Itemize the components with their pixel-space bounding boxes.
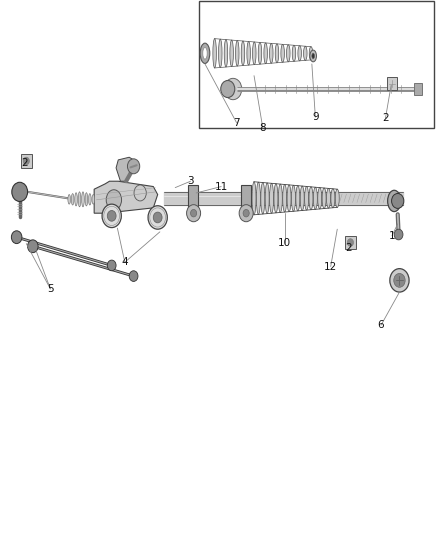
Ellipse shape xyxy=(75,193,78,206)
Ellipse shape xyxy=(388,190,401,212)
Ellipse shape xyxy=(264,43,267,63)
Circle shape xyxy=(11,231,22,244)
Ellipse shape xyxy=(326,188,330,208)
Text: 1: 1 xyxy=(389,231,396,240)
Ellipse shape xyxy=(265,183,269,214)
Text: 8: 8 xyxy=(259,123,266,133)
Ellipse shape xyxy=(81,192,84,207)
Text: 9: 9 xyxy=(312,112,319,122)
Ellipse shape xyxy=(304,46,307,60)
Ellipse shape xyxy=(336,189,339,207)
Text: 2: 2 xyxy=(345,243,352,253)
Text: 10: 10 xyxy=(278,238,291,247)
Text: 6: 6 xyxy=(378,320,385,330)
Circle shape xyxy=(347,239,353,246)
Circle shape xyxy=(187,205,201,222)
Text: 7: 7 xyxy=(233,118,240,127)
Ellipse shape xyxy=(309,187,313,209)
Text: 3: 3 xyxy=(187,176,194,186)
Ellipse shape xyxy=(296,185,300,211)
Ellipse shape xyxy=(291,185,295,211)
Circle shape xyxy=(394,273,405,287)
Ellipse shape xyxy=(261,182,265,214)
Ellipse shape xyxy=(275,44,279,63)
Text: 12: 12 xyxy=(324,262,337,271)
Ellipse shape xyxy=(241,41,245,66)
Text: 2: 2 xyxy=(21,158,28,167)
Ellipse shape xyxy=(203,47,207,59)
Circle shape xyxy=(153,212,162,223)
Circle shape xyxy=(148,206,167,229)
Circle shape xyxy=(107,211,116,221)
Ellipse shape xyxy=(274,184,278,213)
Ellipse shape xyxy=(85,193,88,206)
Ellipse shape xyxy=(331,189,335,208)
Ellipse shape xyxy=(300,186,304,211)
Circle shape xyxy=(243,209,249,217)
Ellipse shape xyxy=(279,184,282,213)
Ellipse shape xyxy=(253,42,256,64)
Circle shape xyxy=(221,80,235,98)
Bar xyxy=(21,154,32,168)
Ellipse shape xyxy=(252,182,256,215)
Bar xyxy=(345,236,356,249)
Ellipse shape xyxy=(92,195,95,204)
Ellipse shape xyxy=(219,39,222,68)
Ellipse shape xyxy=(78,192,81,207)
Circle shape xyxy=(23,157,29,165)
Ellipse shape xyxy=(292,45,296,61)
Ellipse shape xyxy=(236,41,239,66)
Ellipse shape xyxy=(287,185,291,212)
Ellipse shape xyxy=(71,193,74,205)
Ellipse shape xyxy=(269,43,273,63)
Ellipse shape xyxy=(230,40,233,67)
Ellipse shape xyxy=(269,183,273,213)
Text: 5: 5 xyxy=(47,284,54,294)
Ellipse shape xyxy=(283,184,286,212)
Circle shape xyxy=(239,205,253,222)
Circle shape xyxy=(12,182,28,201)
Ellipse shape xyxy=(312,53,314,59)
Bar xyxy=(199,1,434,128)
Bar xyxy=(188,185,198,210)
Ellipse shape xyxy=(298,46,301,61)
Ellipse shape xyxy=(247,42,251,65)
Circle shape xyxy=(102,204,121,228)
Ellipse shape xyxy=(314,187,317,209)
Ellipse shape xyxy=(106,190,122,210)
Bar xyxy=(414,83,422,95)
Ellipse shape xyxy=(88,193,91,205)
Ellipse shape xyxy=(310,50,316,62)
Ellipse shape xyxy=(200,43,210,63)
Ellipse shape xyxy=(213,38,216,68)
Circle shape xyxy=(127,159,140,174)
Ellipse shape xyxy=(309,47,313,60)
Text: 4: 4 xyxy=(121,257,128,267)
Circle shape xyxy=(390,269,409,292)
Bar xyxy=(241,185,251,210)
Ellipse shape xyxy=(322,188,326,208)
Circle shape xyxy=(394,229,403,240)
Circle shape xyxy=(28,240,38,253)
Circle shape xyxy=(392,193,404,208)
Ellipse shape xyxy=(134,185,146,201)
Ellipse shape xyxy=(68,195,71,204)
Ellipse shape xyxy=(258,43,262,64)
Ellipse shape xyxy=(256,182,260,214)
Text: 2: 2 xyxy=(382,114,389,123)
Circle shape xyxy=(224,78,242,100)
Ellipse shape xyxy=(281,44,284,62)
Bar xyxy=(387,77,397,90)
Circle shape xyxy=(129,271,138,281)
Circle shape xyxy=(107,260,116,271)
Polygon shape xyxy=(94,181,158,213)
Ellipse shape xyxy=(304,187,308,210)
Ellipse shape xyxy=(224,39,228,67)
Ellipse shape xyxy=(318,188,321,209)
Circle shape xyxy=(191,209,197,217)
Polygon shape xyxy=(116,157,134,181)
Ellipse shape xyxy=(286,45,290,62)
Text: 11: 11 xyxy=(215,182,228,191)
